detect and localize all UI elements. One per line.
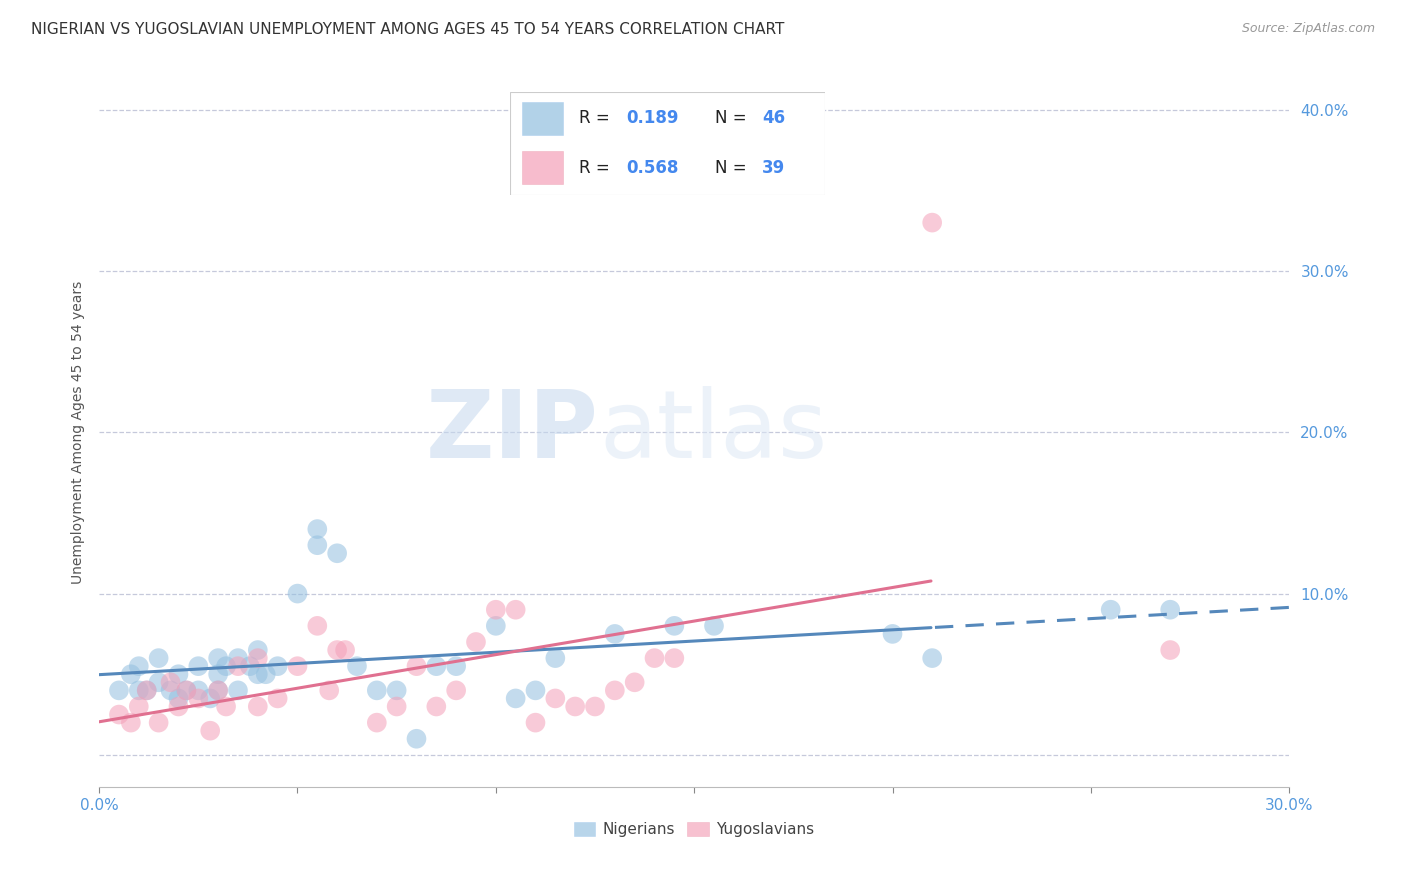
Point (444, 683, 467, 698)
Point (128, 699, 150, 714)
Point (239, 659, 262, 673)
Point (159, 675, 181, 690)
Point (215, 699, 238, 714)
Point (187, 691, 209, 706)
Point (246, 651, 269, 665)
Point (524, 715, 547, 730)
Point (425, 659, 447, 673)
Point (120, 667, 142, 681)
Point (544, 691, 567, 706)
Point (644, 651, 666, 665)
Point (425, 699, 447, 714)
Point (176, 683, 198, 698)
Point (266, 691, 288, 706)
Point (167, 691, 190, 706)
Point (287, 659, 309, 673)
Point (246, 667, 269, 681)
Point (385, 683, 408, 698)
Point (583, 699, 606, 714)
Y-axis label: Unemployment Among Ages 45 to 54 years: Unemployment Among Ages 45 to 54 years (72, 281, 86, 584)
Point (207, 683, 229, 698)
Point (603, 683, 626, 698)
Point (246, 643, 269, 657)
Point (108, 707, 131, 722)
Point (187, 659, 209, 673)
Point (882, 627, 904, 641)
Point (215, 659, 238, 673)
Point (307, 538, 329, 552)
Text: atlas: atlas (599, 386, 827, 478)
Point (207, 667, 229, 681)
Point (564, 699, 586, 714)
Point (664, 651, 686, 665)
Point (226, 651, 249, 665)
Point (176, 683, 198, 698)
Point (128, 659, 150, 673)
Point (603, 627, 626, 641)
Point (287, 586, 309, 600)
Point (148, 675, 170, 690)
Point (326, 546, 349, 560)
Point (128, 683, 150, 698)
Point (187, 683, 209, 698)
Point (207, 651, 229, 665)
Point (405, 731, 427, 746)
Point (148, 715, 170, 730)
Point (200, 691, 222, 706)
Point (200, 723, 222, 738)
Text: NIGERIAN VS YUGOSLAVIAN UNEMPLOYMENT AMONG AGES 45 TO 54 YEARS CORRELATION CHART: NIGERIAN VS YUGOSLAVIAN UNEMPLOYMENT AMO… (31, 22, 785, 37)
Point (226, 659, 249, 673)
Point (167, 699, 190, 714)
Point (167, 667, 190, 681)
Point (366, 683, 388, 698)
Point (485, 603, 508, 617)
Point (1099, 603, 1122, 617)
Point (664, 619, 686, 633)
Text: Source: ZipAtlas.com: Source: ZipAtlas.com (1241, 22, 1375, 36)
Point (318, 683, 340, 698)
Point (385, 699, 408, 714)
Point (465, 635, 488, 649)
Point (1159, 643, 1181, 657)
Point (524, 683, 547, 698)
Point (307, 522, 329, 536)
Point (366, 715, 388, 730)
Point (544, 651, 567, 665)
Point (405, 659, 427, 673)
Point (326, 643, 349, 657)
Point (333, 643, 356, 657)
Point (159, 683, 181, 698)
Text: ZIP: ZIP (426, 386, 599, 478)
Point (703, 619, 725, 633)
Point (135, 683, 157, 698)
Point (246, 699, 269, 714)
Point (266, 659, 288, 673)
Point (307, 619, 329, 633)
Point (148, 651, 170, 665)
Point (1159, 603, 1181, 617)
Point (226, 683, 249, 698)
Point (207, 683, 229, 698)
Legend: Nigerians, Yugoslavians: Nigerians, Yugoslavians (568, 815, 821, 843)
Point (921, 216, 943, 230)
Point (623, 675, 645, 690)
Point (254, 667, 277, 681)
Point (346, 659, 368, 673)
Point (921, 651, 943, 665)
Point (505, 603, 527, 617)
Point (444, 659, 467, 673)
Point (120, 715, 142, 730)
Point (108, 683, 131, 698)
Point (135, 683, 157, 698)
Point (485, 619, 508, 633)
Point (505, 691, 527, 706)
